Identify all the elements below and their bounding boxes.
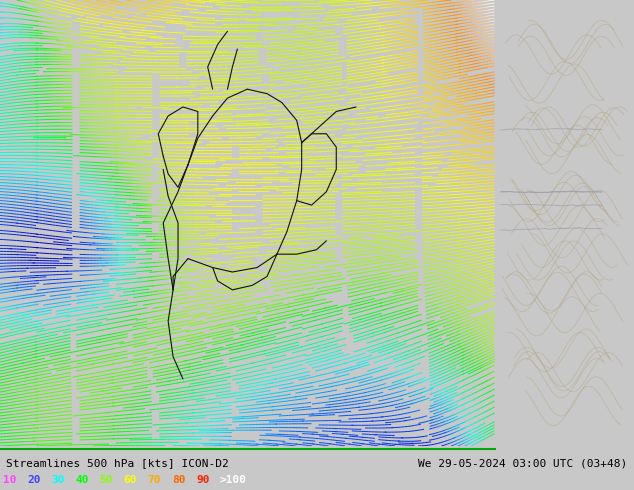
FancyArrowPatch shape bbox=[463, 386, 464, 387]
FancyArrowPatch shape bbox=[444, 432, 446, 433]
Text: 30: 30 bbox=[51, 475, 65, 485]
FancyArrowPatch shape bbox=[463, 416, 464, 417]
FancyArrowPatch shape bbox=[404, 341, 406, 342]
FancyArrowPatch shape bbox=[391, 348, 392, 349]
FancyArrowPatch shape bbox=[458, 343, 460, 344]
Text: >100: >100 bbox=[220, 475, 247, 485]
Text: 90: 90 bbox=[196, 475, 209, 485]
FancyArrowPatch shape bbox=[458, 334, 460, 335]
FancyArrowPatch shape bbox=[458, 324, 460, 325]
FancyArrowPatch shape bbox=[482, 439, 484, 440]
FancyArrowPatch shape bbox=[470, 332, 472, 333]
FancyArrowPatch shape bbox=[463, 410, 464, 411]
FancyArrowPatch shape bbox=[472, 436, 474, 437]
FancyArrowPatch shape bbox=[462, 358, 463, 359]
FancyArrowPatch shape bbox=[463, 428, 464, 429]
Text: Streamlines 500 hPa [kts] ICON-D2: Streamlines 500 hPa [kts] ICON-D2 bbox=[6, 458, 229, 468]
FancyArrowPatch shape bbox=[404, 358, 406, 359]
Text: 60: 60 bbox=[124, 475, 137, 485]
FancyArrowPatch shape bbox=[463, 422, 464, 423]
FancyArrowPatch shape bbox=[398, 332, 399, 333]
FancyArrowPatch shape bbox=[462, 361, 463, 362]
FancyArrowPatch shape bbox=[457, 304, 459, 305]
Text: 40: 40 bbox=[75, 475, 89, 485]
Text: We 29-05-2024 03:00 UTC (03+48): We 29-05-2024 03:00 UTC (03+48) bbox=[418, 458, 628, 468]
FancyArrowPatch shape bbox=[476, 437, 477, 438]
FancyArrowPatch shape bbox=[462, 352, 463, 353]
FancyArrowPatch shape bbox=[463, 398, 464, 399]
Text: 70: 70 bbox=[148, 475, 161, 485]
FancyArrowPatch shape bbox=[463, 404, 464, 405]
FancyArrowPatch shape bbox=[462, 370, 464, 371]
FancyArrowPatch shape bbox=[467, 327, 469, 328]
FancyArrowPatch shape bbox=[421, 392, 423, 393]
FancyArrowPatch shape bbox=[407, 377, 409, 378]
FancyArrowPatch shape bbox=[479, 438, 481, 439]
FancyArrowPatch shape bbox=[463, 380, 464, 381]
FancyArrowPatch shape bbox=[469, 434, 470, 435]
FancyArrowPatch shape bbox=[441, 404, 443, 405]
FancyArrowPatch shape bbox=[462, 355, 463, 356]
FancyArrowPatch shape bbox=[458, 327, 460, 328]
Text: 20: 20 bbox=[27, 475, 41, 485]
FancyArrowPatch shape bbox=[446, 391, 447, 392]
FancyArrowPatch shape bbox=[384, 332, 386, 333]
FancyArrowPatch shape bbox=[408, 350, 410, 351]
Text: 50: 50 bbox=[100, 475, 113, 485]
FancyArrowPatch shape bbox=[445, 409, 447, 410]
Text: 80: 80 bbox=[172, 475, 185, 485]
FancyArrowPatch shape bbox=[453, 438, 455, 439]
Text: 10: 10 bbox=[3, 475, 16, 485]
FancyArrowPatch shape bbox=[432, 377, 434, 378]
FancyArrowPatch shape bbox=[453, 313, 454, 314]
